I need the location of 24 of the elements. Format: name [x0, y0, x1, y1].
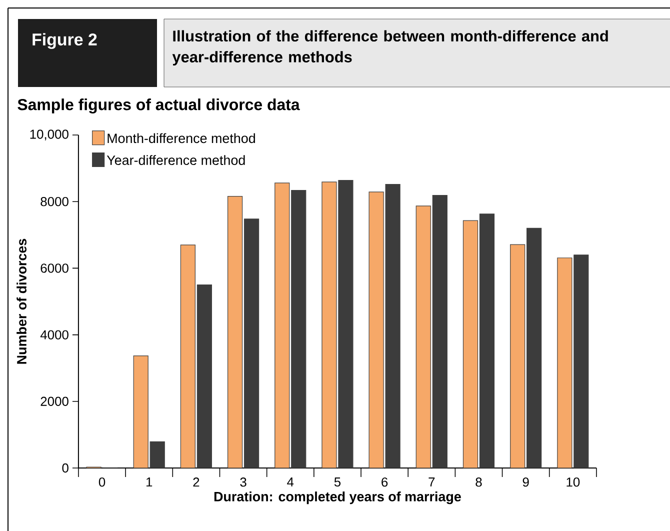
- y-tick-label: 2000: [40, 396, 68, 406]
- x-tick-label: 1: [146, 478, 152, 486]
- x-tick-label: 8: [476, 478, 482, 487]
- y-axis-title: Number of divorces: [16, 238, 26, 364]
- x-tick-label: 4: [287, 478, 294, 486]
- x-tick-label: 3: [240, 478, 246, 487]
- x-tick-label: 2: [193, 478, 200, 487]
- caption: Figure 2: [32, 33, 97, 49]
- x-tick-label: 9: [522, 478, 529, 487]
- y-tick-label: 10,000: [30, 130, 68, 140]
- legend-label: Year-difference method: [106, 155, 245, 165]
- x-tick-label: 5: [334, 478, 341, 487]
- x-tick-label: 6: [382, 478, 388, 487]
- legend-label: Month-difference method: [108, 133, 255, 144]
- y-tick-label: 0: [62, 463, 68, 473]
- x-tick-label: 7: [428, 478, 435, 486]
- x-tick-label: 0: [98, 478, 106, 487]
- y-tick-label: 6000: [40, 264, 68, 273]
- y-tick-label: 4000: [40, 330, 68, 340]
- x-axis-title: Duration: completed years of marriage: [214, 492, 461, 504]
- y-tick-label: 8000: [40, 197, 68, 206]
- chart-subtitle: Sample figures of actual divorce data: [18, 98, 300, 114]
- x-tick-label: 10: [566, 478, 580, 487]
- chart-title: Illustration of the difference between month-difference and year-difference methods: [172, 30, 608, 66]
